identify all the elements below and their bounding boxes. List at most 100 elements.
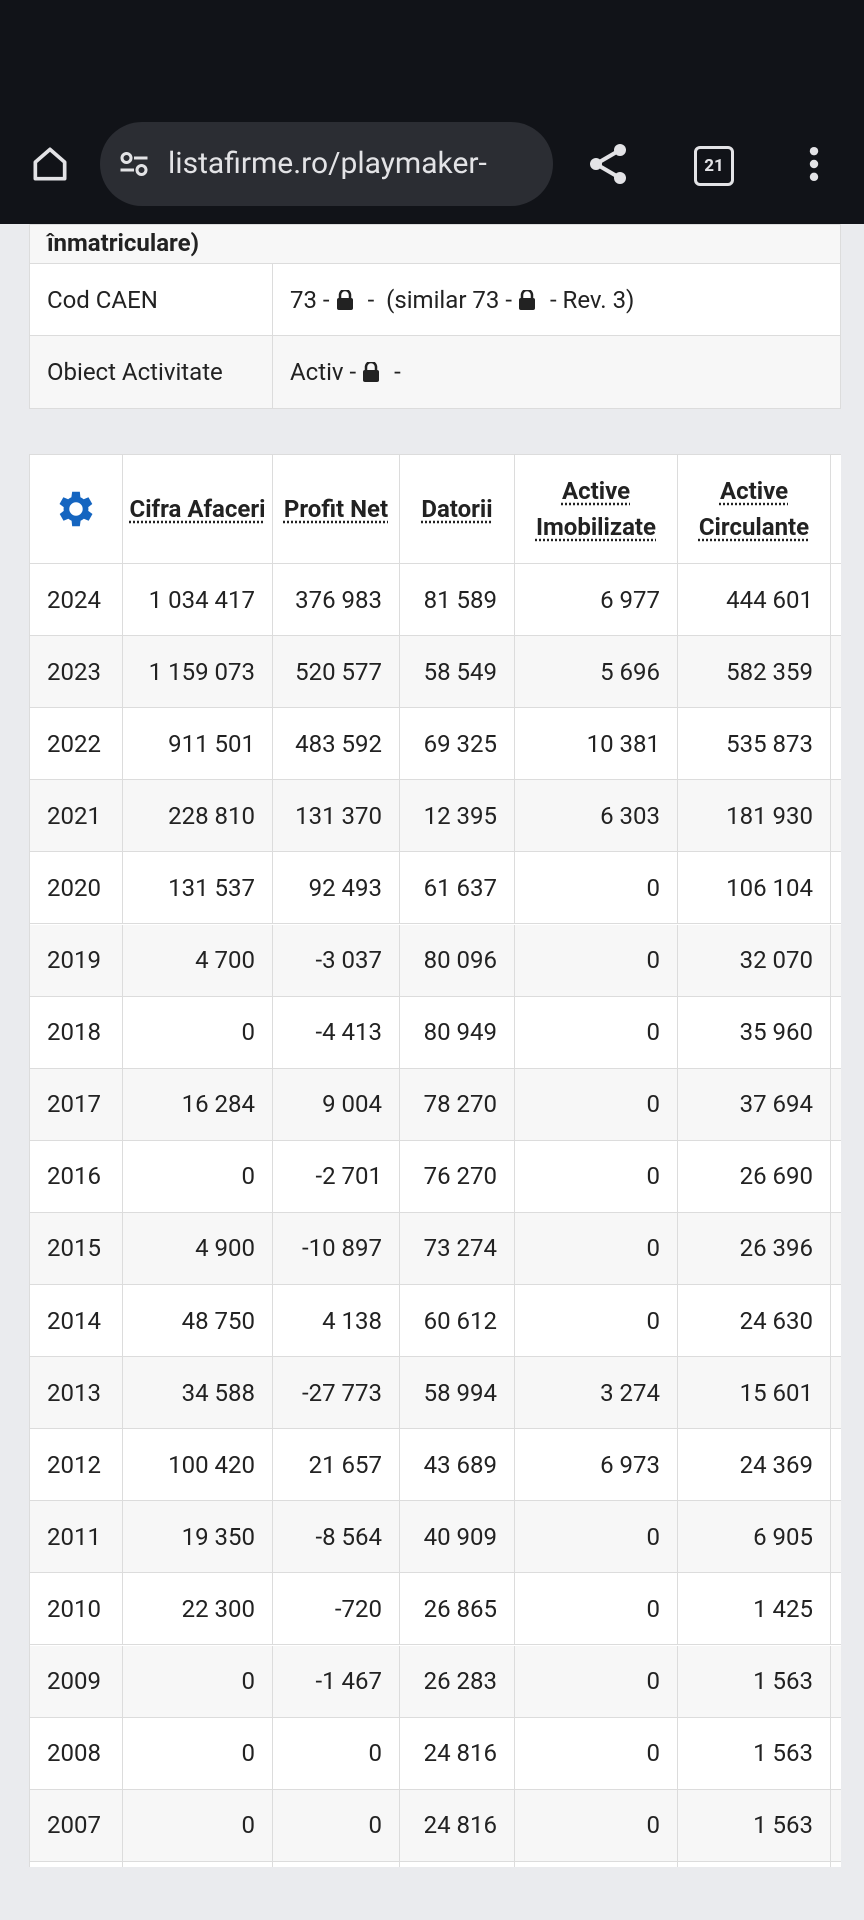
info-row: înmatriculare) xyxy=(30,225,841,264)
menu-button[interactable] xyxy=(798,142,830,186)
header-text[interactable]: Cifra Afaceri xyxy=(129,495,266,523)
amount-cell xyxy=(831,636,841,709)
settings-cell xyxy=(30,455,123,564)
cell-border xyxy=(831,1862,841,1867)
amount-cell xyxy=(831,1501,841,1574)
amount-cell: 0 xyxy=(515,1501,678,1574)
amount-cell: 4 138 xyxy=(273,1285,400,1358)
year-cell: 2011 xyxy=(30,1501,123,1574)
amount-cell: 0 xyxy=(123,1789,273,1862)
url-text: listafirme.ro/playmaker- xyxy=(168,146,487,181)
amount-cell: 0 xyxy=(515,852,678,925)
amount-cell: 76 270 xyxy=(400,1140,515,1213)
value-text: - Rev. 3) xyxy=(549,285,635,314)
amount-cell: 0 xyxy=(123,996,273,1069)
header-text[interactable]: Active Circulante xyxy=(698,477,810,541)
cell-border xyxy=(678,1861,831,1867)
amount-cell: -8 564 xyxy=(273,1501,400,1574)
amount-cell: 0 xyxy=(123,1717,273,1790)
column-header: Cifra Afaceri xyxy=(123,455,273,564)
row-label: Obiect Activitate xyxy=(30,336,273,409)
amount-cell: 535 873 xyxy=(678,708,831,781)
value-text: - (similar 73 - xyxy=(367,285,512,314)
amount-cell: 1 425 xyxy=(678,1573,831,1646)
amount-cell: 32 070 xyxy=(678,924,831,997)
amount-cell: -1 467 xyxy=(273,1645,400,1718)
settings-icon[interactable] xyxy=(53,486,99,532)
amount-cell: 10 381 xyxy=(515,708,678,781)
tab-switcher[interactable]: 21 xyxy=(694,146,734,186)
amount-cell: 0 xyxy=(515,996,678,1069)
amount-cell: 48 750 xyxy=(123,1285,273,1358)
amount-cell: 1 159 073 xyxy=(123,636,273,709)
amount-cell: 92 493 xyxy=(273,852,400,925)
year-cell: 2022 xyxy=(30,708,123,781)
amount-cell: 15 601 xyxy=(678,1357,831,1430)
amount-cell: 1 563 xyxy=(678,1645,831,1718)
amount-cell: 73 274 xyxy=(400,1212,515,1285)
year-cell: 2014 xyxy=(30,1285,123,1358)
amount-cell xyxy=(831,564,841,637)
amount-cell: 0 xyxy=(123,1645,273,1718)
amount-cell: 78 270 xyxy=(400,1068,515,1141)
amount-cell: 12 395 xyxy=(400,780,515,853)
amount-cell xyxy=(831,1285,841,1358)
amount-cell: 40 909 xyxy=(400,1501,515,1574)
amount-cell: 80 949 xyxy=(400,996,515,1069)
amount-cell: -720 xyxy=(273,1573,400,1646)
amount-cell: 444 601 xyxy=(678,564,831,637)
amount-cell: 100 420 xyxy=(123,1429,273,1502)
amount-cell xyxy=(831,1789,841,1862)
column-header: Active Circulante xyxy=(678,455,831,564)
column-header: Active Imobilizate xyxy=(515,455,678,564)
amount-cell: 4 900 xyxy=(123,1212,273,1285)
amount-cell: 6 973 xyxy=(515,1429,678,1502)
amount-cell: 6 905 xyxy=(678,1501,831,1574)
amount-cell: 1 034 417 xyxy=(123,564,273,637)
home-button[interactable] xyxy=(28,142,72,186)
site-settings-icon[interactable] xyxy=(116,146,152,182)
amount-cell: 1 563 xyxy=(678,1789,831,1862)
year-cell: 2007 xyxy=(30,1789,123,1862)
header-text[interactable]: Profit Net xyxy=(283,495,389,523)
amount-cell: 0 xyxy=(123,1140,273,1213)
amount-cell: 0 xyxy=(515,1140,678,1213)
amount-cell: 26 283 xyxy=(400,1645,515,1718)
amount-cell: 19 350 xyxy=(123,1501,273,1574)
amount-cell: 6 303 xyxy=(515,780,678,853)
cell-border xyxy=(123,1861,273,1867)
year-cell: 2017 xyxy=(30,1068,123,1141)
amount-cell: 6 977 xyxy=(515,564,678,637)
amount-cell: 21 657 xyxy=(273,1429,400,1502)
amount-cell: 228 810 xyxy=(123,780,273,853)
amount-cell: 34 588 xyxy=(123,1357,273,1430)
amount-cell xyxy=(831,1717,841,1790)
header-text[interactable]: Datorii xyxy=(421,495,493,523)
value-text: 73 - xyxy=(290,285,330,314)
share-button[interactable] xyxy=(584,140,632,188)
amount-cell xyxy=(831,996,841,1069)
address-bar[interactable]: listafirme.ro/playmaker- xyxy=(100,122,553,206)
amount-cell: 0 xyxy=(273,1717,400,1790)
amount-cell: 24 816 xyxy=(400,1717,515,1790)
amount-cell xyxy=(831,1645,841,1718)
amount-cell: 16 284 xyxy=(123,1068,273,1141)
amount-cell: 24 630 xyxy=(678,1285,831,1358)
amount-cell xyxy=(831,1212,841,1285)
amount-cell xyxy=(831,1429,841,1502)
amount-cell: 4 700 xyxy=(123,924,273,997)
year-cell: 2020 xyxy=(30,852,123,925)
year-cell: 2015 xyxy=(30,1212,123,1285)
amount-cell: 0 xyxy=(515,1068,678,1141)
amount-cell: 60 612 xyxy=(400,1285,515,1358)
amount-cell: 26 865 xyxy=(400,1573,515,1646)
amount-cell: 5 696 xyxy=(515,636,678,709)
amount-cell: 26 396 xyxy=(678,1212,831,1285)
amount-cell xyxy=(831,1357,841,1430)
amount-cell: 911 501 xyxy=(123,708,273,781)
lock-icon xyxy=(330,289,368,310)
column-header xyxy=(831,455,841,564)
cell-border xyxy=(515,1861,678,1867)
header-text[interactable]: Active Imobilizate xyxy=(535,477,657,541)
